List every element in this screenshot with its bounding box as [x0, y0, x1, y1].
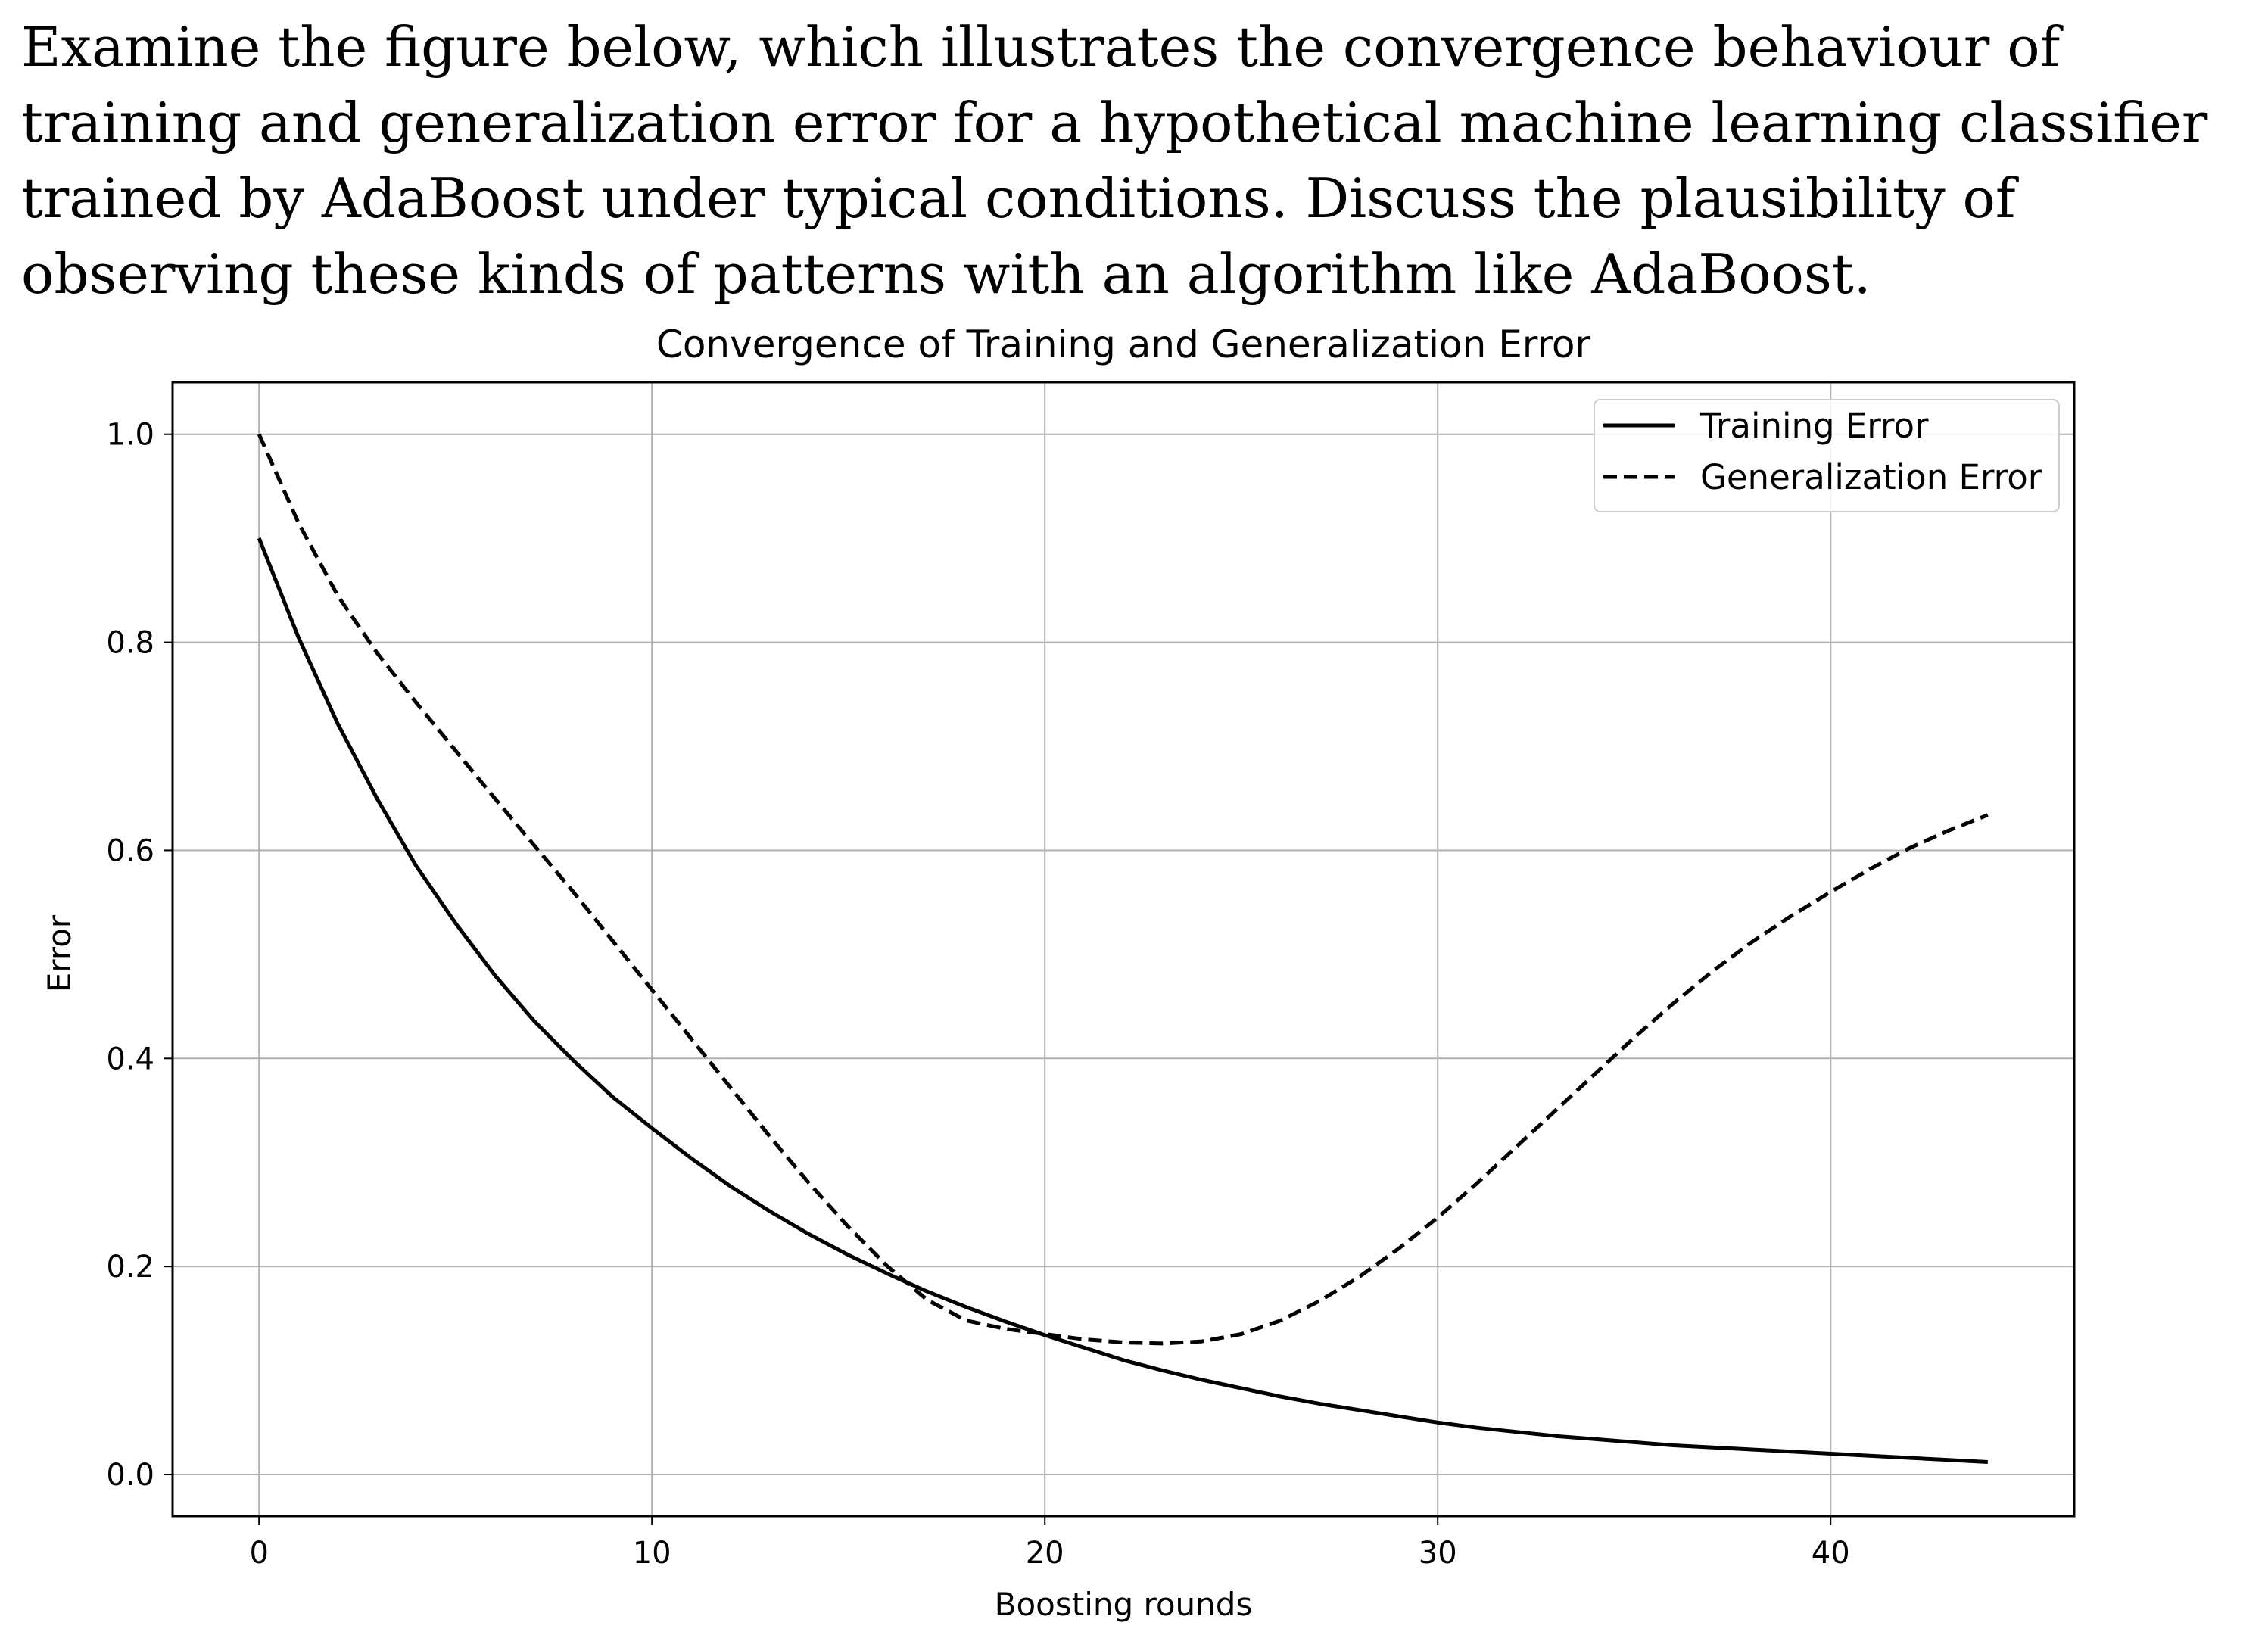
grid	[173, 382, 2074, 1516]
x-tick-label: 20	[1026, 1536, 1064, 1571]
y-tick-label: 0.4	[106, 1042, 154, 1076]
y-tick-label: 1.0	[106, 418, 154, 453]
legend-label-training: Training Error	[1699, 406, 1929, 446]
legend-label-generalization: Generalization Error	[1700, 457, 2042, 497]
y-tick-label: 0.6	[106, 833, 154, 868]
y-tick-label: 0.2	[106, 1250, 154, 1285]
training-error-line	[257, 537, 1988, 1464]
y-tick-label: 0.8	[106, 626, 154, 661]
x-tick-label: 40	[1812, 1536, 1850, 1571]
y-tick-label: 0.0	[106, 1458, 154, 1493]
legend: Training Error Generalization Error	[1594, 399, 2060, 512]
legend-box	[1594, 399, 2060, 512]
series-lines	[257, 433, 1989, 1464]
generalization-error-line	[257, 433, 1989, 1346]
x-tick-label: 0	[249, 1536, 268, 1571]
y-axis-label: Error	[41, 914, 78, 992]
x-tick-label: 10	[633, 1536, 671, 1571]
x-axis-label: Boosting rounds	[995, 1586, 1253, 1623]
chart-title: Convergence of Training and Generalizati…	[656, 322, 1591, 366]
axis-ticks: 0 10 20 30 40 0.0 0.2 0.4 0.6 0.8 1.0	[106, 418, 1849, 1571]
question-text: Examine the figure below, which illustra…	[21, 15, 2208, 306]
x-tick-label: 30	[1419, 1536, 1457, 1571]
plot-frame	[171, 381, 2076, 1518]
